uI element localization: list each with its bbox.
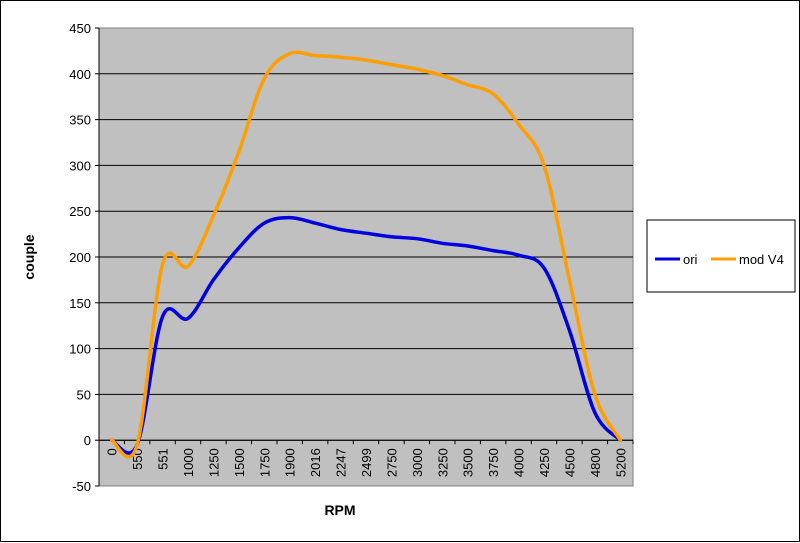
x-tick-label: 551 [156,448,171,470]
y-tick-label: 250 [69,204,91,219]
x-tick-label: 3250 [435,448,450,477]
x-axis-title: RPM [324,502,355,518]
series-lines [109,50,623,459]
x-tick-label: 4500 [562,448,577,477]
y-tick-label: 50 [77,387,91,402]
y-axis: -50 0 50 100 150 200 250 300 350 400 450 [69,21,100,494]
x-tick-label: 4000 [512,448,527,477]
y-tick-label: 350 [69,113,91,128]
x-tick-label: 2016 [308,448,323,477]
series-line-mod-v4 [109,50,623,459]
y-tick-label: 100 [69,342,91,357]
legend: ori mod V4 [646,219,796,293]
y-tick-label: 0 [84,433,91,448]
x-tick-label: 4800 [588,448,603,477]
y-tick-label: -50 [72,479,91,494]
x-tick-label: 2750 [384,448,399,477]
y-tick-label: 150 [69,296,91,311]
legend-box [646,219,796,293]
legend-label-ori: ori [683,252,698,267]
x-tick-label: 2247 [334,448,349,477]
x-tick-label: 1900 [283,448,298,477]
y-tick-label: 400 [69,67,91,82]
y-tick-label: 300 [69,158,91,173]
x-axis: 0 550 551 1000 1250 1500 1750 1900 2016 2247 2499 2… [98,439,634,477]
x-tick-label: 3000 [410,448,425,477]
x-tick-label: 1250 [206,448,221,477]
x-tick-label: 0 [105,448,120,455]
x-tick-label: 1500 [232,448,247,477]
series-line-ori [109,215,623,455]
x-tick-label: 3750 [486,448,501,477]
y-tick-label: 450 [69,21,91,36]
x-tick-label: 1750 [257,448,272,477]
y-tick-label: 200 [69,250,91,265]
y-axis-title: couple [21,234,37,279]
x-tick-label: 2499 [359,448,374,477]
x-tick-label: 5200 [613,448,628,477]
x-tick-label: 3500 [461,448,476,477]
x-tick-label: 4250 [537,448,552,477]
x-tick-label: 1000 [181,448,196,477]
legend-label-mod-v4: mod V4 [739,252,784,267]
